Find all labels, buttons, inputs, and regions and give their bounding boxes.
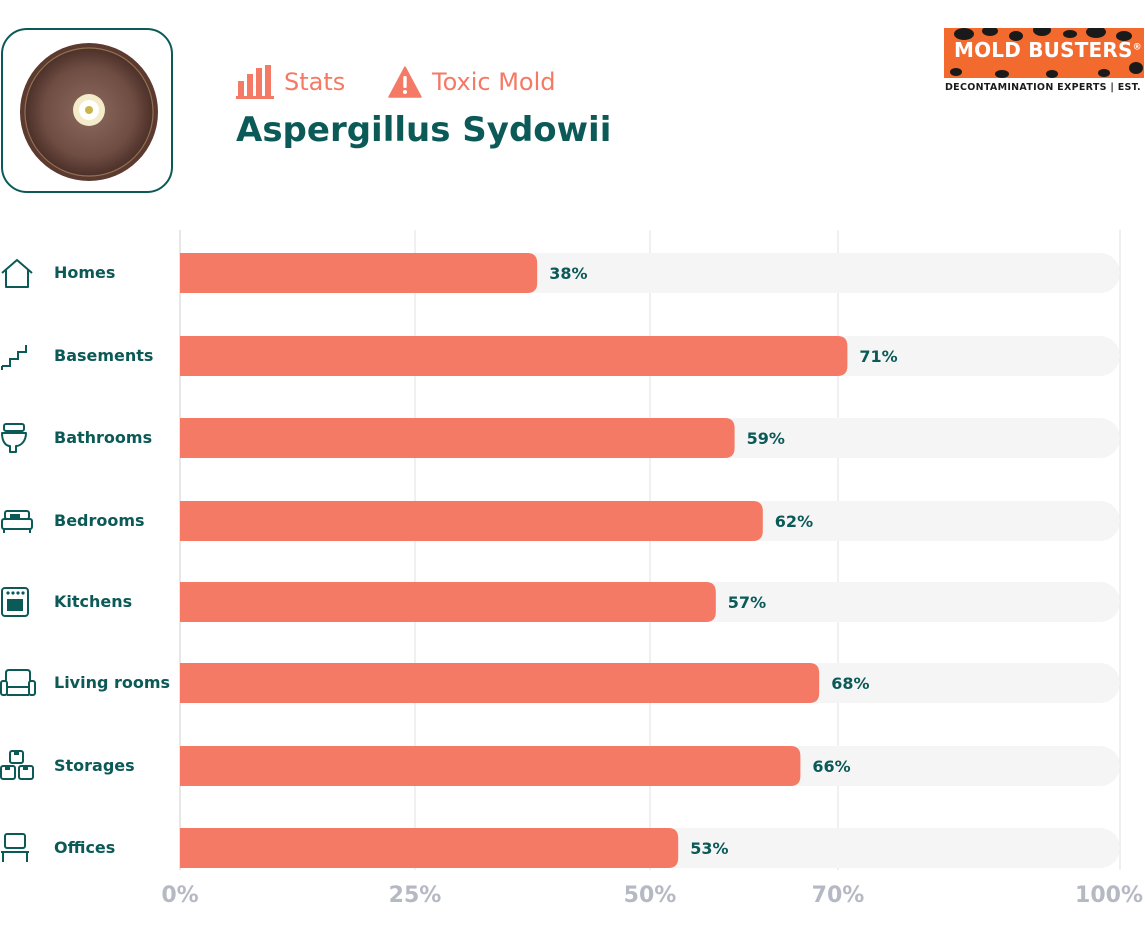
bar <box>180 253 538 293</box>
page-title: Aspergillus Sydowii <box>236 110 612 150</box>
leopard-pattern <box>950 28 1143 78</box>
category-label: Bathrooms <box>54 428 152 447</box>
category-label: Kitchens <box>54 592 132 611</box>
data-label: 62% <box>775 512 813 531</box>
bed-icon <box>1 510 33 533</box>
bar <box>180 418 735 458</box>
armchair-icon <box>0 669 36 696</box>
toxic-mold-tag-label: Toxic Mold <box>432 68 556 96</box>
bar-chart-icon <box>236 65 274 99</box>
logo-wordmark: MOLD BUSTERS® <box>954 38 1142 62</box>
warning-icon <box>388 66 422 98</box>
house-icon <box>1 259 33 288</box>
data-label: 53% <box>690 839 728 858</box>
toxic-mold-tag: Toxic Mold <box>388 62 556 102</box>
bar <box>180 582 716 622</box>
stats-tag: Stats <box>236 62 345 102</box>
category-label: Living rooms <box>54 673 170 692</box>
x-tick-label: 50% <box>624 883 677 908</box>
toilet-icon <box>1 423 27 453</box>
logo-tagline: DECONTAMINATION EXPERTS | EST. 2005 <box>945 82 1145 93</box>
bar <box>180 663 820 703</box>
category-label: Homes <box>54 263 115 282</box>
bar <box>180 501 763 541</box>
data-label: 57% <box>728 593 766 612</box>
category-label: Offices <box>54 838 115 857</box>
oven-icon <box>1 587 29 617</box>
data-label: 38% <box>549 264 587 283</box>
category-label: Storages <box>54 756 135 775</box>
x-tick-label: 25% <box>389 883 442 908</box>
x-tick-label: 0% <box>161 883 198 908</box>
data-label: 66% <box>812 757 850 776</box>
x-tick-label: 100% <box>1075 883 1143 908</box>
stairs-icon <box>1 345 27 370</box>
category-label: Basements <box>54 346 153 365</box>
petri-dish-icon <box>20 43 158 181</box>
category-label: Bedrooms <box>54 511 145 530</box>
data-label: 68% <box>831 674 869 693</box>
company-logo: MOLD BUSTERS® DECONTAMINATION EXPERTS | … <box>944 28 1145 98</box>
x-tick-label: 70% <box>812 883 865 908</box>
stats-tag-label: Stats <box>284 68 346 96</box>
bar <box>180 336 848 376</box>
data-label: 71% <box>859 347 897 366</box>
data-label: 59% <box>747 429 785 448</box>
logo-badge: MOLD BUSTERS® <box>944 28 1144 78</box>
mold-sample-thumbnail <box>1 28 173 193</box>
bar <box>180 828 679 868</box>
bar <box>180 746 801 786</box>
desk-icon <box>1 833 29 862</box>
boxes-icon <box>0 750 34 780</box>
